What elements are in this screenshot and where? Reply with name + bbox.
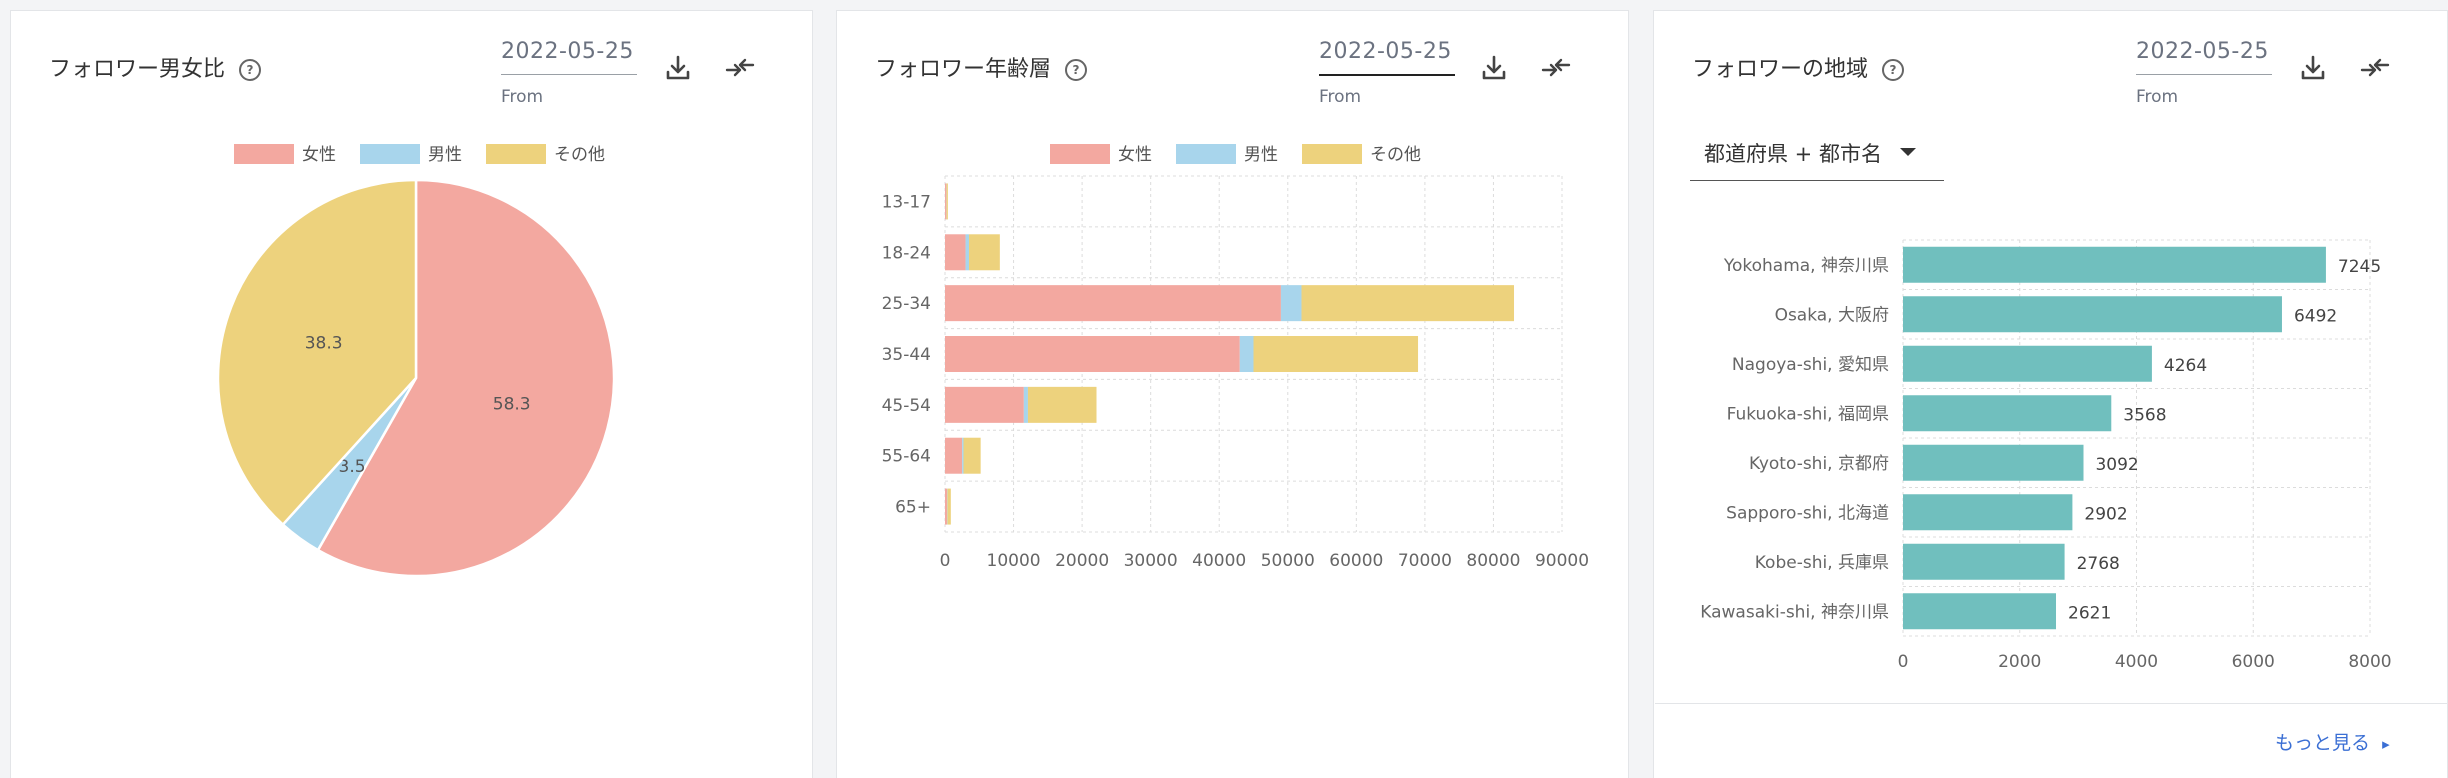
compare-icon[interactable]: [723, 51, 757, 85]
gender-date-value: 2022-05-25: [501, 39, 634, 64]
region-select-value: 都道府県 + 都市名: [1704, 142, 1882, 166]
age-card-title: フォロワー年齢層?: [875, 51, 1088, 83]
age-title-text: フォロワー年齢層: [875, 57, 1052, 82]
caret-down-icon: [1900, 148, 1916, 156]
help-icon[interactable]: ?: [239, 59, 262, 81]
help-icon[interactable]: ?: [1882, 59, 1905, 81]
region-title-text: フォロワーの地域: [1692, 57, 1869, 82]
gender-title-text: フォロワー男女比: [49, 57, 226, 82]
gender-card: フォロワー男女比? 2022-05-25 From: [10, 10, 813, 778]
gender-card-title: フォロワー男女比?: [49, 51, 262, 83]
more-link-label: もっと見る: [2275, 732, 2371, 754]
chevron-right-icon: ▸: [2382, 735, 2390, 753]
compare-icon[interactable]: [1539, 51, 1573, 85]
age-date-label: From: [1319, 87, 1362, 107]
divider: [1655, 703, 2447, 704]
region-card: フォロワーの地域? 2022-05-25 From: [1653, 10, 2448, 778]
region-date-label: From: [2136, 87, 2179, 107]
compare-icon[interactable]: [2358, 51, 2392, 85]
region-date-value: 2022-05-25: [2136, 39, 2269, 64]
age-date-value: 2022-05-25: [1319, 39, 1452, 64]
age-card: フォロワー年齢層? 2022-05-25 From: [836, 10, 1629, 778]
download-icon[interactable]: [661, 51, 695, 85]
help-icon[interactable]: ?: [1065, 59, 1088, 81]
age-date-field[interactable]: 2022-05-25 From: [1319, 39, 1455, 107]
region-card-title: フォロワーの地域?: [1692, 51, 1905, 83]
more-link[interactable]: もっと見る ▸: [2275, 728, 2390, 755]
download-icon[interactable]: [2296, 51, 2330, 85]
download-icon[interactable]: [1477, 51, 1511, 85]
gender-date-field[interactable]: 2022-05-25 From: [501, 39, 637, 107]
region-select[interactable]: 都道府県 + 都市名: [1690, 126, 1944, 181]
gender-date-label: From: [501, 87, 544, 107]
region-date-field[interactable]: 2022-05-25 From: [2136, 39, 2272, 107]
